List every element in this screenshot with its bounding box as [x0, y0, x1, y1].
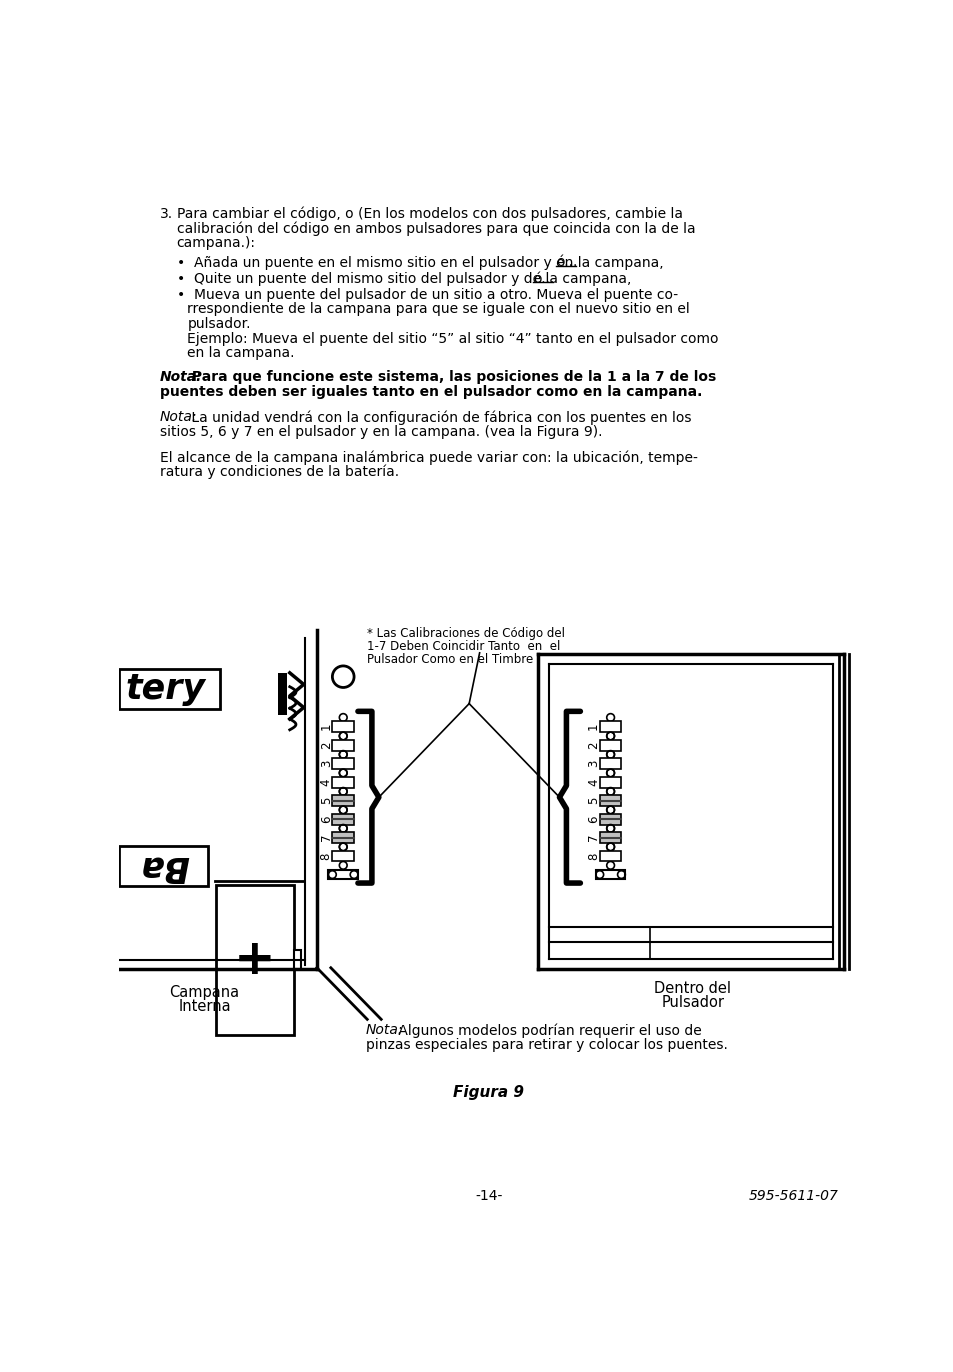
Text: •  Quite un puente del mismo sitio del pulsador y de la campana,: • Quite un puente del mismo sitio del pu… — [176, 272, 635, 285]
Text: 6: 6 — [319, 815, 333, 823]
Bar — [599, 740, 620, 750]
Text: puentes deben ser iguales tanto en el pulsador como en la campana.: puentes deben ser iguales tanto en el pu… — [159, 386, 701, 399]
Bar — [599, 796, 620, 807]
Text: 1: 1 — [586, 723, 599, 730]
Text: rrespondiente de la campana para que se iguale con el nuevo sitio en el: rrespondiente de la campana para que se … — [187, 302, 689, 317]
Bar — [599, 833, 620, 842]
Text: +: + — [233, 936, 275, 984]
Text: -14-: -14- — [475, 1188, 502, 1203]
Bar — [332, 777, 354, 788]
Bar — [599, 814, 620, 825]
Text: sitios 5, 6 y 7 en el pulsador y en la campana. (vea la Figura 9).: sitios 5, 6 y 7 en el pulsador y en la c… — [159, 425, 601, 439]
Text: Para cambiar el código, o (En los modelos con dos pulsadores, cambie la: Para cambiar el código, o (En los modelo… — [176, 207, 682, 221]
Text: 4: 4 — [586, 778, 599, 786]
Text: 5: 5 — [586, 797, 599, 804]
Text: Ejemplo: Mueva el puente del sitio “5” al sitio “4” tanto en el pulsador como: Ejemplo: Mueva el puente del sitio “5” a… — [187, 332, 719, 346]
Text: 595-5611-07: 595-5611-07 — [748, 1188, 838, 1203]
Text: pulsador.: pulsador. — [187, 317, 251, 331]
Text: Campana: Campana — [170, 985, 239, 1000]
Bar — [294, 951, 301, 969]
Text: Nota:: Nota: — [365, 1024, 403, 1037]
Bar — [278, 672, 287, 715]
Bar — [216, 885, 294, 1034]
Text: 6: 6 — [586, 815, 599, 823]
Text: campana.):: campana.): — [176, 236, 255, 250]
Text: 7: 7 — [319, 834, 333, 841]
Text: Dentro del: Dentro del — [654, 981, 731, 996]
Text: tery: tery — [125, 672, 205, 707]
Text: 5: 5 — [319, 797, 333, 804]
Text: ó...: ó... — [533, 272, 554, 285]
Text: calibración del código en ambos pulsadores para que coincida con la de la: calibración del código en ambos pulsador… — [176, 222, 695, 236]
Text: Nota:: Nota: — [159, 370, 202, 384]
Text: Figura 9: Figura 9 — [453, 1085, 524, 1100]
Text: Interna: Interna — [178, 999, 231, 1014]
Text: 7: 7 — [586, 834, 599, 841]
Bar — [328, 870, 357, 879]
Text: Pulsador Como en el Timbre: Pulsador Como en el Timbre — [367, 653, 533, 665]
Bar — [332, 814, 354, 825]
Text: 2: 2 — [586, 741, 599, 749]
Text: 2: 2 — [319, 741, 333, 749]
Text: Nota:: Nota: — [159, 410, 197, 424]
Bar — [599, 851, 620, 862]
Text: 3.: 3. — [159, 207, 172, 221]
Bar — [599, 777, 620, 788]
Text: 1: 1 — [319, 723, 333, 730]
Bar — [332, 851, 354, 862]
Bar — [596, 870, 624, 879]
Bar — [119, 847, 208, 886]
Text: ratura y condiciones de la batería.: ratura y condiciones de la batería. — [159, 465, 398, 479]
Text: * Las Calibraciones de Código del: * Las Calibraciones de Código del — [367, 627, 565, 639]
Text: Ba: Ba — [139, 849, 189, 884]
Text: Para que funcione este sistema, las posiciones de la 1 a la 7 de los: Para que funcione este sistema, las posi… — [187, 370, 716, 384]
Text: ó...: ó... — [556, 255, 578, 269]
Bar — [119, 670, 220, 709]
Bar — [332, 722, 354, 733]
Text: La unidad vendrá con la configuración de fábrica con los puentes en los: La unidad vendrá con la configuración de… — [187, 410, 691, 425]
Text: 8: 8 — [586, 852, 599, 860]
Text: 8: 8 — [319, 852, 333, 860]
Text: en la campana.: en la campana. — [187, 346, 294, 361]
Bar — [332, 833, 354, 842]
Text: Pulsador: Pulsador — [660, 996, 723, 1010]
Bar — [332, 759, 354, 770]
Text: 4: 4 — [319, 778, 333, 786]
Text: pinzas especiales para retirar y colocar los puentes.: pinzas especiales para retirar y colocar… — [365, 1037, 727, 1052]
Text: 3: 3 — [586, 760, 599, 767]
Bar — [332, 740, 354, 750]
Text: •  Mueva un puente del pulsador de un sitio a otro. Mueva el puente co-: • Mueva un puente del pulsador de un sit… — [176, 288, 677, 302]
Bar — [332, 796, 354, 807]
Text: El alcance de la campana inalámbrica puede variar con: la ubicación, tempe-: El alcance de la campana inalámbrica pue… — [159, 450, 697, 465]
Text: 3: 3 — [319, 760, 333, 767]
Text: •  Añada un puente en el mismo sitio en el pulsador y en la campana,: • Añada un puente en el mismo sitio en e… — [176, 255, 667, 269]
Bar — [599, 722, 620, 733]
Text: Algunos modelos podrían requerir el uso de: Algunos modelos podrían requerir el uso … — [394, 1024, 701, 1037]
Text: 1-7 Deben Coincidir Tanto  en  el: 1-7 Deben Coincidir Tanto en el — [367, 639, 560, 653]
Bar — [599, 759, 620, 770]
